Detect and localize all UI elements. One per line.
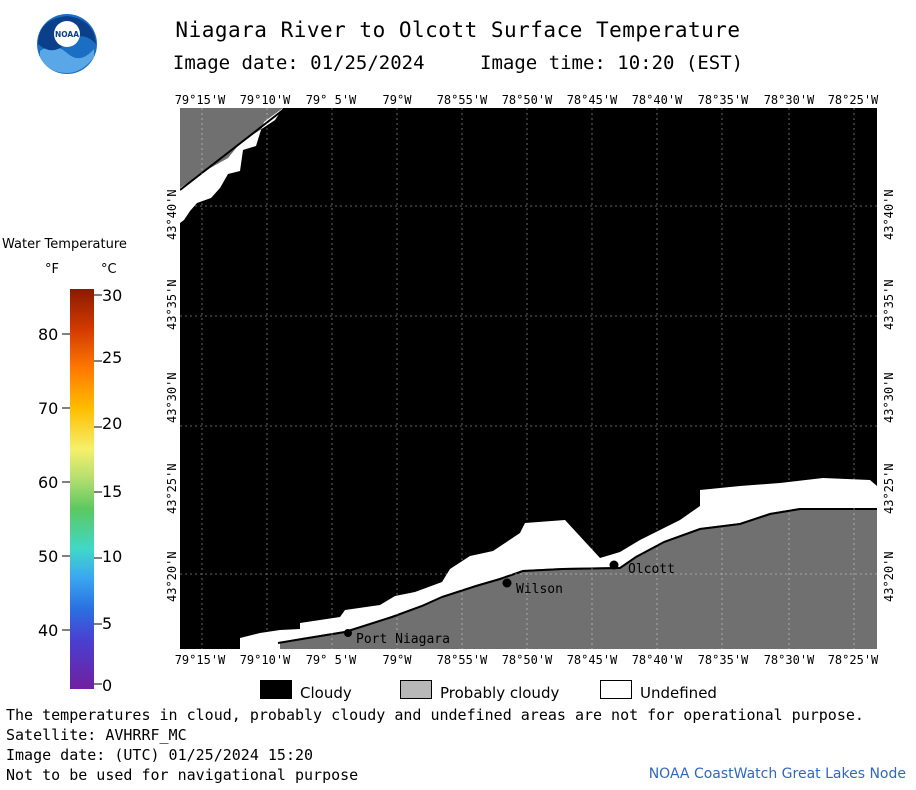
key-probably-cloudy-swatch [400,680,432,699]
lon-label-top: 78°45'W [566,93,618,107]
legend-c-tick: 10 [102,547,123,566]
lon-label-bottom: 79°15'W [174,653,226,667]
lon-label-top: 79°10'W [239,93,291,107]
key-undefined-label: Undefined [640,684,717,702]
legend-f-tick: 70 [38,399,59,418]
credit-link[interactable]: NOAA CoastWatch Great Lakes Node [648,766,906,782]
undefined-area-nw [180,108,283,223]
place-olcott: Olcott [628,562,675,577]
color-scale-ticks [62,294,102,685]
legend-c-tick: 0 [102,676,113,695]
utc-date-text: Image date: (UTC) 01/25/2024 15:20 [6,746,314,764]
lat-label-left: 43°25'N [165,463,179,514]
olcott-marker [609,560,619,570]
land-us [280,508,877,649]
legend-f-tick: 50 [38,547,59,566]
undefined-area-south [240,478,877,649]
map-subtitle: Image date: 01/25/2024 Image time: 10:20… [0,52,916,74]
legend-c-tick: 30 [102,286,123,305]
svg-text:NOAA: NOAA [55,30,79,39]
place-wilson: Wilson [516,582,563,597]
lat-label-right: 43°20'N [882,551,896,602]
legend-unit-f: °F [45,262,59,277]
lon-label-top: 79°W [382,93,412,107]
key-probably-cloudy-label: Probably cloudy [440,684,560,702]
lat-label-right: 43°40'N [882,189,896,240]
land-canada [180,108,283,188]
lat-label-left: 43°30'N [165,372,179,423]
lon-label-bottom: 78°25'W [827,653,879,667]
lon-label-bottom: 79° 5'W [305,653,357,667]
legend-c-tick: 15 [102,482,123,501]
disclaimer-text: The temperatures in cloud, probably clou… [6,706,864,724]
lat-label-right: 43°35'N [882,279,896,330]
lat-label-right: 43°25'N [882,463,896,514]
lon-label-top: 78°50'W [501,93,553,107]
color-scale-bar [70,289,94,689]
lat-label-left: 43°20'N [165,551,179,602]
legend-c-tick: 25 [102,348,123,367]
lon-label-top: 78°35'W [697,93,749,107]
key-cloudy-swatch [260,680,292,699]
lon-label-bottom: 78°45'W [566,653,618,667]
legend-title: Water Temperature [2,237,127,252]
lon-label-bottom: 78°35'W [697,653,749,667]
image-date: Image date: 01/25/2024 [172,52,425,74]
lon-label-top: 78°30'W [763,93,815,107]
key-cloudy-label: Cloudy [300,684,352,702]
lon-label-top: 79° 5'W [305,93,357,107]
lon-label-bottom: 79°W [382,653,412,667]
lon-label-bottom: 78°50'W [501,653,553,667]
lon-label-top: 79°15'W [174,93,226,107]
legend-f-tick: 40 [38,621,59,640]
lon-label-top: 78°55'W [436,93,488,107]
lon-label-bottom: 79°10'W [239,653,291,667]
place-port-niagara: Port Niagara [356,632,450,647]
navigation-warning: Not to be used for navigational purpose [6,766,359,784]
legend-f-tick: 60 [38,473,59,492]
legend-c-tick: 20 [102,414,123,433]
lat-label-left: 43°40'N [165,189,179,240]
map-title: Niagara River to Olcott Surface Temperat… [175,18,741,42]
port-niagara-marker [344,629,352,637]
legend-unit-c: °C [101,262,117,277]
lon-label-bottom: 78°40'W [631,653,683,667]
lat-label-left: 43°35'N [165,279,179,330]
satellite-text: Satellite: AVHRRF_MC [6,726,187,744]
noaa-logo: NOAA [37,14,97,74]
legend-c-tick: 5 [102,614,113,633]
lon-label-bottom: 78°55'W [436,653,488,667]
lon-label-top: 78°40'W [631,93,683,107]
key-undefined-swatch [600,680,632,699]
legend-f-tick: 80 [38,325,59,344]
lon-label-top: 78°25'W [827,93,879,107]
lat-label-right: 43°30'N [882,372,896,423]
wilson-marker [502,578,512,588]
image-time: Image time: 10:20 (EST) [480,52,744,74]
lon-label-bottom: 78°30'W [763,653,815,667]
map-panel: Port Niagara Wilson Olcott [180,108,877,649]
